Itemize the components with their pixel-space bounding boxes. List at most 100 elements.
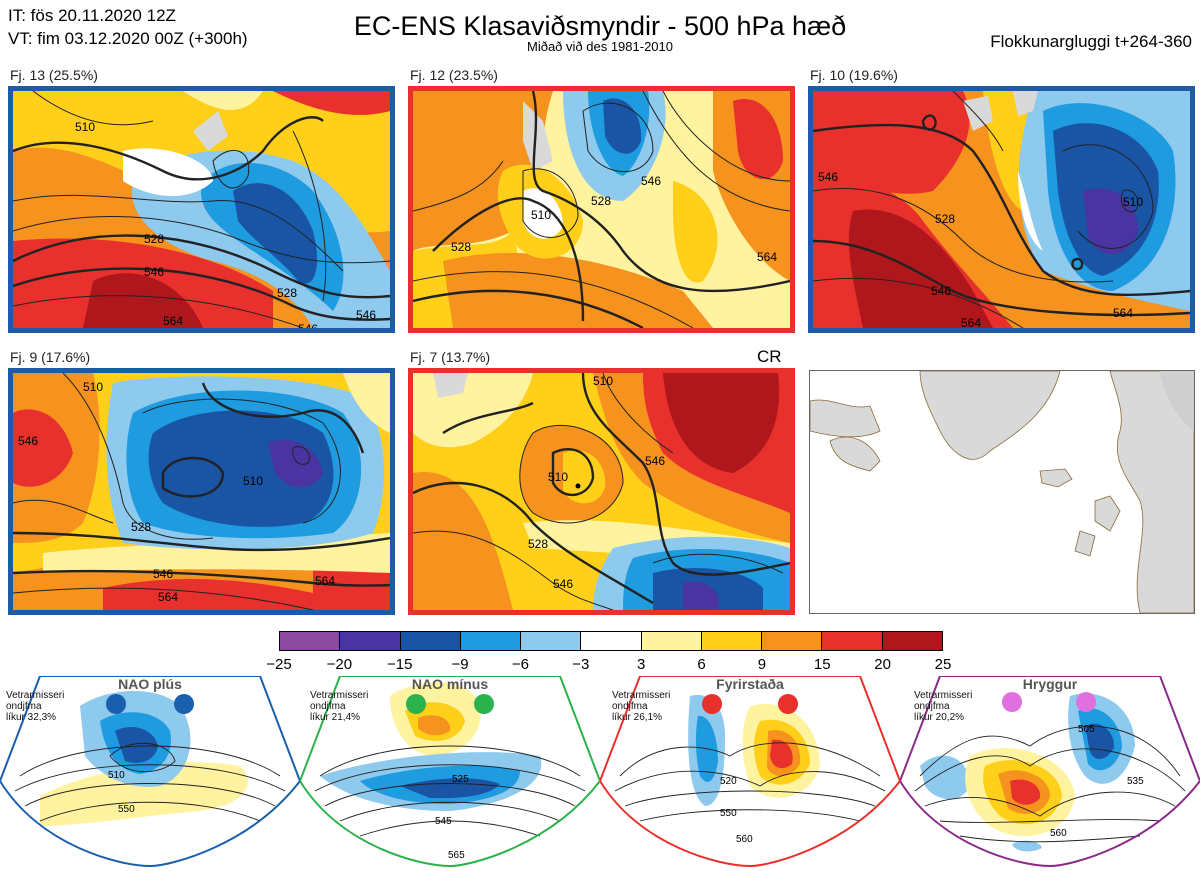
- cluster-map-fj12: 510 528 546 564 528: [408, 86, 795, 333]
- regime-dot: [106, 694, 126, 714]
- regime-name: NAO plús: [118, 676, 182, 692]
- contour-label: 564: [961, 316, 981, 328]
- colorbar-tick-label: 15: [813, 656, 831, 673]
- colorbar-tick-label: −6: [511, 656, 530, 673]
- contour-label: 510: [1123, 195, 1143, 209]
- colorbar-tick-label: 3: [637, 656, 646, 673]
- colorbar-tick-label: −3: [572, 656, 590, 673]
- contour-label: 546: [144, 265, 164, 279]
- regime-map-nao-plus: 510 550: [0, 676, 300, 871]
- colorbar-swatch: [521, 632, 582, 650]
- regime-name: Fyrirstaða: [716, 676, 784, 692]
- page-title: EC-ENS Klasaviðsmyndir - 500 hPa hæð: [353, 11, 847, 41]
- colorbar-swatch: [280, 632, 341, 650]
- regime-map-ridge: 505 535 560: [900, 676, 1200, 871]
- contour-label: 528: [451, 240, 471, 254]
- colorbar-tick-label: −15: [386, 656, 413, 673]
- colorbar-swatch: [822, 632, 883, 650]
- contour-label: 564: [1113, 306, 1133, 320]
- cluster-map-fj13: 528 546 564 528 546 546 510: [8, 86, 395, 333]
- colorbar-swatch: [641, 632, 702, 650]
- anomaly-colorbar: [279, 631, 943, 651]
- regime-probability: Vetrarmisseri ondjfma líkur 26,1%: [612, 690, 671, 723]
- contour-label: 528: [131, 520, 151, 534]
- regime-dot: [406, 694, 426, 714]
- regime-map-blocking: 520 550 560: [600, 676, 900, 871]
- contour-label: 528: [591, 194, 611, 208]
- colorbar-tick-label: −25: [266, 656, 292, 673]
- contour-label: 550: [118, 804, 135, 815]
- colorbar-swatch: [701, 632, 763, 650]
- contour-label: 510: [243, 474, 263, 488]
- colorbar-tick-label: −9: [451, 656, 469, 673]
- contour-label: 520: [720, 776, 737, 787]
- regime-probability: Vetrarmisseri ondjfma líkur 20,2%: [914, 690, 973, 723]
- colorbar-swatch: [460, 632, 522, 650]
- panel-label: Fj. 10 (19.6%): [810, 67, 898, 83]
- panel-label: Fj. 7 (13.7%): [410, 349, 491, 365]
- panel-label: Fj. 12 (23.5%): [410, 67, 498, 83]
- contour-label: 510: [75, 120, 95, 134]
- colorbar-swatch: [882, 632, 942, 650]
- contour-label: 546: [298, 322, 318, 328]
- contour-label: 564: [158, 590, 178, 604]
- contour-label: 546: [645, 454, 665, 468]
- cluster-map-fj9: 510 546 528 546 564 564 510: [8, 368, 395, 615]
- regime-dot: [702, 694, 722, 714]
- regime-dot: [474, 694, 494, 714]
- contour-label: 510: [531, 208, 551, 222]
- contour-label: 510: [83, 380, 103, 394]
- colorbar-tick-label: −20: [326, 656, 353, 673]
- contour-label: 564: [757, 250, 777, 264]
- contour-label: 535: [1127, 776, 1144, 787]
- clustering-window: Flokkunargluggi t+264-360: [990, 32, 1192, 51]
- issue-time: IT: fös 20.11.2020 12Z: [8, 6, 176, 25]
- contour-label: 565: [448, 850, 465, 861]
- contour-label: 505: [1078, 724, 1095, 735]
- valid-time: VT: fim 03.12.2020 00Z (+300h): [8, 29, 248, 48]
- contour-label: 510: [108, 770, 125, 781]
- regime-dot: [1002, 692, 1022, 712]
- contour-label: 528: [144, 232, 164, 246]
- contour-label: 528: [935, 212, 955, 226]
- colorbar-swatch: [340, 632, 401, 650]
- colorbar-swatch: [581, 632, 642, 650]
- colorbar-tick-label: 25: [934, 656, 952, 673]
- contour-label: 546: [553, 577, 573, 591]
- contour-label: 546: [818, 170, 838, 184]
- cr-label: CR: [757, 347, 782, 366]
- colorbar-tick-label: 20: [874, 656, 891, 673]
- contour-label: 510: [548, 470, 568, 484]
- regime-probability: Vetrarmisseri ondjfma líkur 32,3%: [6, 690, 65, 723]
- colorbar-tick-label: 9: [757, 656, 767, 673]
- colorbar-swatch: [400, 632, 461, 650]
- regime-dot: [1076, 692, 1096, 712]
- regime-dot: [778, 694, 798, 714]
- contour-label: 546: [356, 308, 376, 322]
- contour-label: 525: [452, 774, 469, 785]
- contour-label: 528: [528, 537, 548, 551]
- panel-label: Fj. 9 (17.6%): [10, 349, 91, 365]
- cluster-map-fj7: 510 528 546 546 510: [408, 368, 795, 615]
- contour-label: 560: [1050, 828, 1067, 839]
- base-map: [809, 370, 1195, 614]
- regime-name: Hryggur: [1022, 676, 1078, 692]
- contour-label: 545: [435, 816, 452, 827]
- contour-label: 550: [720, 808, 737, 819]
- contour-label: 528: [277, 286, 297, 300]
- contour-label: 560: [736, 834, 753, 845]
- contour-label: 546: [153, 567, 173, 581]
- regime-name: NAO mínus: [411, 676, 489, 692]
- contour-label: 546: [641, 174, 661, 188]
- cluster-map-fj10: 546 528 546 564 564 510: [808, 86, 1195, 333]
- contour-label: 564: [315, 574, 335, 588]
- regime-dot: [174, 694, 194, 714]
- colorbar-swatch: [762, 632, 823, 650]
- contour-label: 546: [18, 434, 38, 448]
- contour-label: 564: [163, 314, 183, 328]
- page-subtitle: Miðað við des 1981-2010: [527, 39, 673, 54]
- panel-label: Fj. 13 (25.5%): [10, 67, 98, 83]
- regime-probability: Vetrarmisseri ondjfma líkur 21,4%: [310, 690, 369, 723]
- contour-label: 546: [931, 284, 951, 298]
- contour-label: 510: [593, 374, 613, 388]
